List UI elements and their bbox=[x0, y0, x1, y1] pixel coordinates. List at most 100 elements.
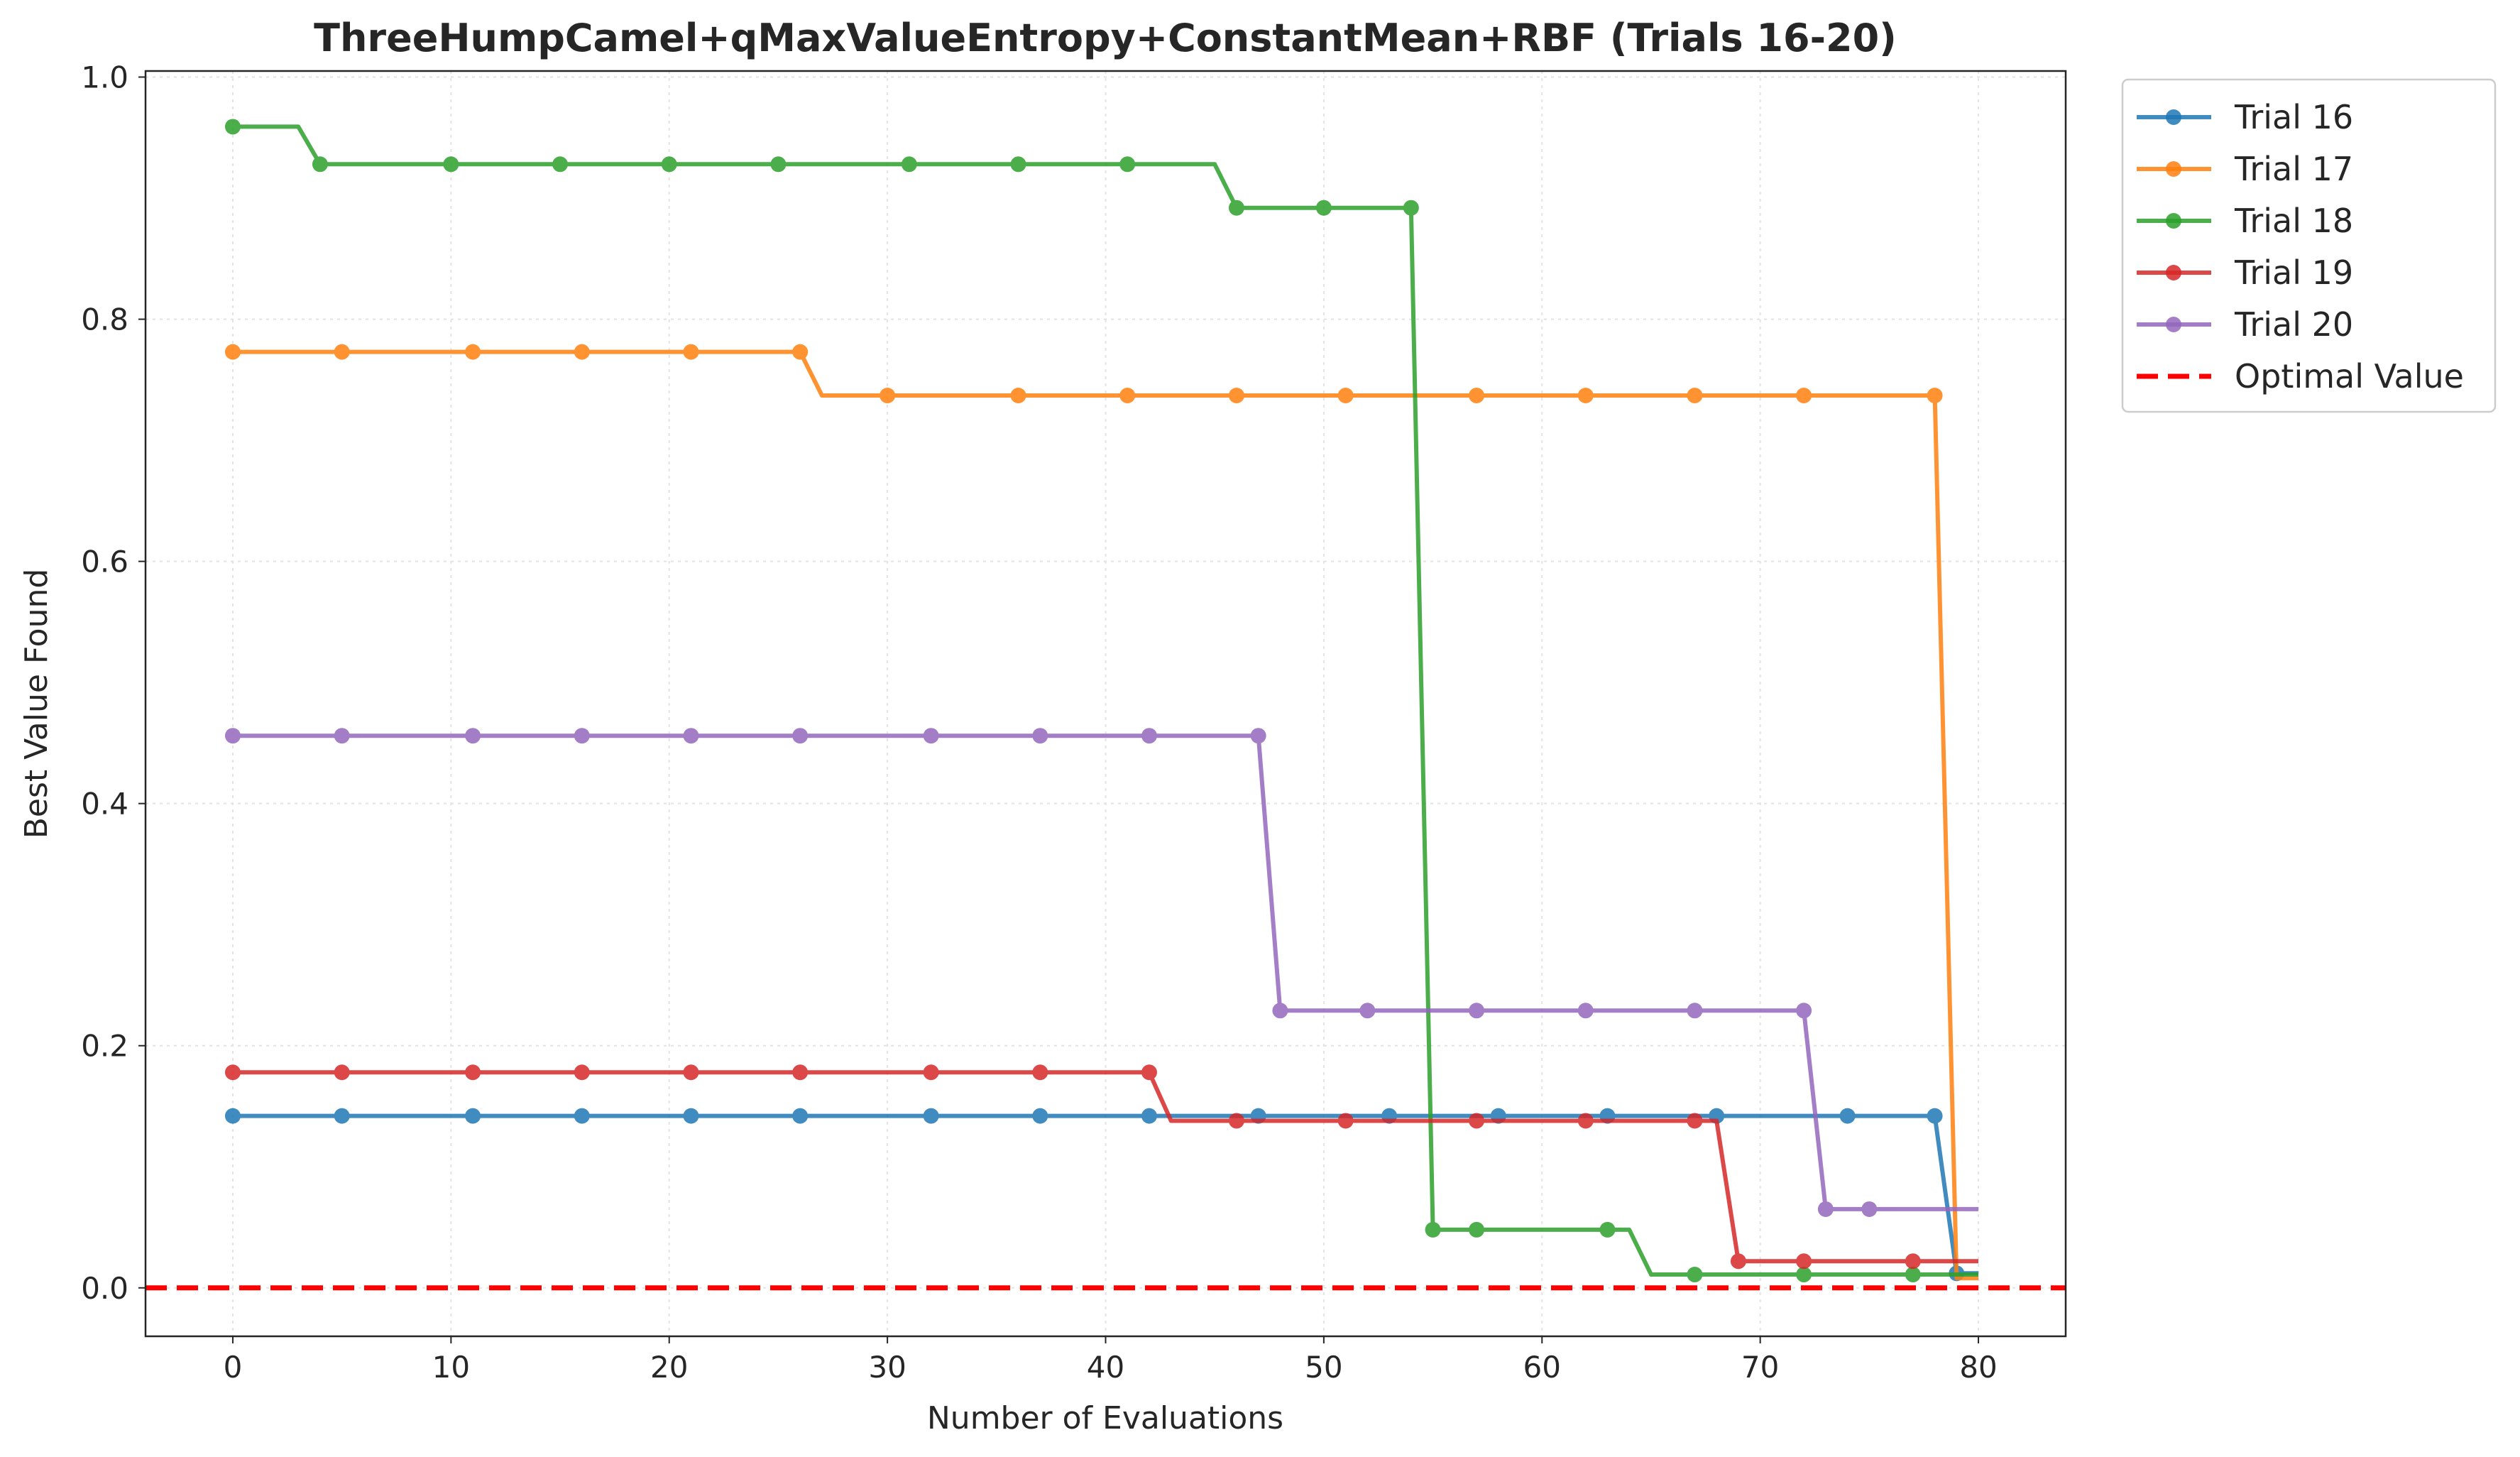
data-point bbox=[334, 1108, 350, 1124]
ticks: 0 10 20 30 40 50 60 70 80 0.0 0.2 0.4 0.6 0.8 1.0 bbox=[81, 60, 1998, 1385]
data-point bbox=[1796, 1267, 1812, 1283]
legend-marker bbox=[2166, 265, 2181, 280]
series-trial-20 bbox=[224, 728, 1978, 1217]
x-tick-label: 10 bbox=[432, 1350, 470, 1385]
data-point bbox=[334, 344, 350, 360]
y-tick-label: 0.4 bbox=[81, 787, 128, 822]
data-point bbox=[552, 156, 569, 173]
data-point bbox=[1228, 388, 1244, 404]
data-point bbox=[1032, 1064, 1048, 1081]
data-point bbox=[1141, 728, 1157, 744]
y-tick-label: 0.2 bbox=[81, 1029, 128, 1064]
y-tick-label: 0.0 bbox=[81, 1271, 128, 1306]
data-point bbox=[1577, 1113, 1594, 1129]
data-point bbox=[683, 344, 699, 360]
data-point bbox=[1272, 1003, 1288, 1019]
data-point bbox=[1469, 388, 1485, 404]
data-point bbox=[224, 119, 241, 135]
data-point bbox=[465, 344, 481, 360]
x-tick-label: 50 bbox=[1305, 1350, 1342, 1385]
series-trial-17 bbox=[224, 344, 1978, 1281]
data-point bbox=[1337, 1113, 1354, 1129]
data-point bbox=[224, 1108, 241, 1124]
y-tick-label: 0.8 bbox=[81, 302, 128, 337]
data-point bbox=[1796, 1003, 1812, 1019]
data-point bbox=[465, 1108, 481, 1124]
data-point bbox=[1599, 1221, 1616, 1238]
data-point bbox=[1425, 1221, 1441, 1238]
data-point bbox=[923, 1064, 939, 1081]
data-point bbox=[683, 1064, 699, 1081]
data-point bbox=[1119, 156, 1136, 173]
series-trial-19 bbox=[224, 1064, 1978, 1270]
data-point bbox=[1119, 388, 1136, 404]
series-line bbox=[233, 1070, 1978, 1264]
legend-label: Trial 17 bbox=[2234, 150, 2353, 188]
data-point bbox=[792, 344, 809, 360]
data-point bbox=[1010, 156, 1026, 173]
legend-entry: Trial 19 bbox=[2137, 253, 2353, 292]
y-axis-label: Best Value Found bbox=[18, 569, 55, 839]
legend-label: Trial 19 bbox=[2234, 253, 2353, 292]
legend-marker bbox=[2166, 109, 2181, 125]
y-tick-label: 0.6 bbox=[81, 545, 128, 579]
data-point bbox=[880, 388, 896, 404]
y-tick-label: 1.0 bbox=[81, 60, 128, 95]
legend-box bbox=[2121, 78, 2497, 413]
data-point bbox=[1927, 388, 1943, 404]
data-point bbox=[923, 728, 939, 744]
legend-marker bbox=[2166, 161, 2181, 177]
data-point bbox=[574, 344, 590, 360]
data-point bbox=[923, 1108, 939, 1124]
data-point bbox=[1817, 1201, 1834, 1217]
data-point bbox=[1141, 1064, 1157, 1081]
data-point bbox=[465, 728, 481, 744]
chart-title: ThreeHumpCamel+qMaxValueEntropy+Constant… bbox=[314, 16, 1897, 60]
legend-entry: Trial 18 bbox=[2137, 202, 2353, 240]
data-point bbox=[574, 728, 590, 744]
data-point bbox=[465, 1064, 481, 1081]
data-point bbox=[683, 728, 699, 744]
data-point bbox=[1687, 1267, 1703, 1283]
x-tick-label: 80 bbox=[1959, 1350, 1997, 1385]
data-point bbox=[1796, 1253, 1812, 1270]
legend: Trial 16 Trial 17 Trial 18 Trial 19 Trial 20… bbox=[2121, 78, 2497, 413]
legend-label: Optimal Value bbox=[2235, 357, 2464, 395]
legend-label: Trial 18 bbox=[2234, 202, 2353, 240]
legend-entry: Trial 17 bbox=[2137, 150, 2353, 188]
data-point bbox=[574, 1108, 590, 1124]
data-point bbox=[443, 156, 459, 173]
data-point bbox=[1927, 1108, 1943, 1124]
data-point bbox=[1687, 1003, 1703, 1019]
data-point bbox=[334, 728, 350, 744]
data-point bbox=[1730, 1253, 1746, 1270]
data-point bbox=[1141, 1108, 1157, 1124]
legend-entry: Optimal Value bbox=[2137, 357, 2464, 395]
legend-entry: Trial 20 bbox=[2137, 305, 2353, 344]
data-point bbox=[1577, 1003, 1594, 1019]
data-point bbox=[1687, 388, 1703, 404]
series-line bbox=[233, 349, 1978, 1281]
data-point bbox=[1250, 728, 1266, 744]
data-point bbox=[1905, 1267, 1921, 1283]
x-axis-label: Number of Evaluations bbox=[927, 1400, 1283, 1436]
series-trial-18 bbox=[224, 119, 1978, 1283]
x-tick-label: 70 bbox=[1741, 1350, 1779, 1385]
data-point bbox=[1403, 200, 1419, 216]
data-point bbox=[1228, 200, 1244, 216]
data-point bbox=[770, 156, 787, 173]
data-point bbox=[1469, 1113, 1485, 1129]
data-point bbox=[1010, 388, 1026, 404]
data-point bbox=[1315, 200, 1332, 216]
data-point bbox=[901, 156, 917, 173]
data-point bbox=[312, 156, 328, 173]
data-point bbox=[1796, 388, 1812, 404]
data-point bbox=[224, 1064, 241, 1081]
data-point bbox=[224, 728, 241, 744]
x-tick-label: 20 bbox=[650, 1350, 688, 1385]
data-point bbox=[334, 1064, 350, 1081]
data-point bbox=[1337, 388, 1354, 404]
data-point bbox=[1839, 1108, 1856, 1124]
data-point bbox=[683, 1108, 699, 1124]
